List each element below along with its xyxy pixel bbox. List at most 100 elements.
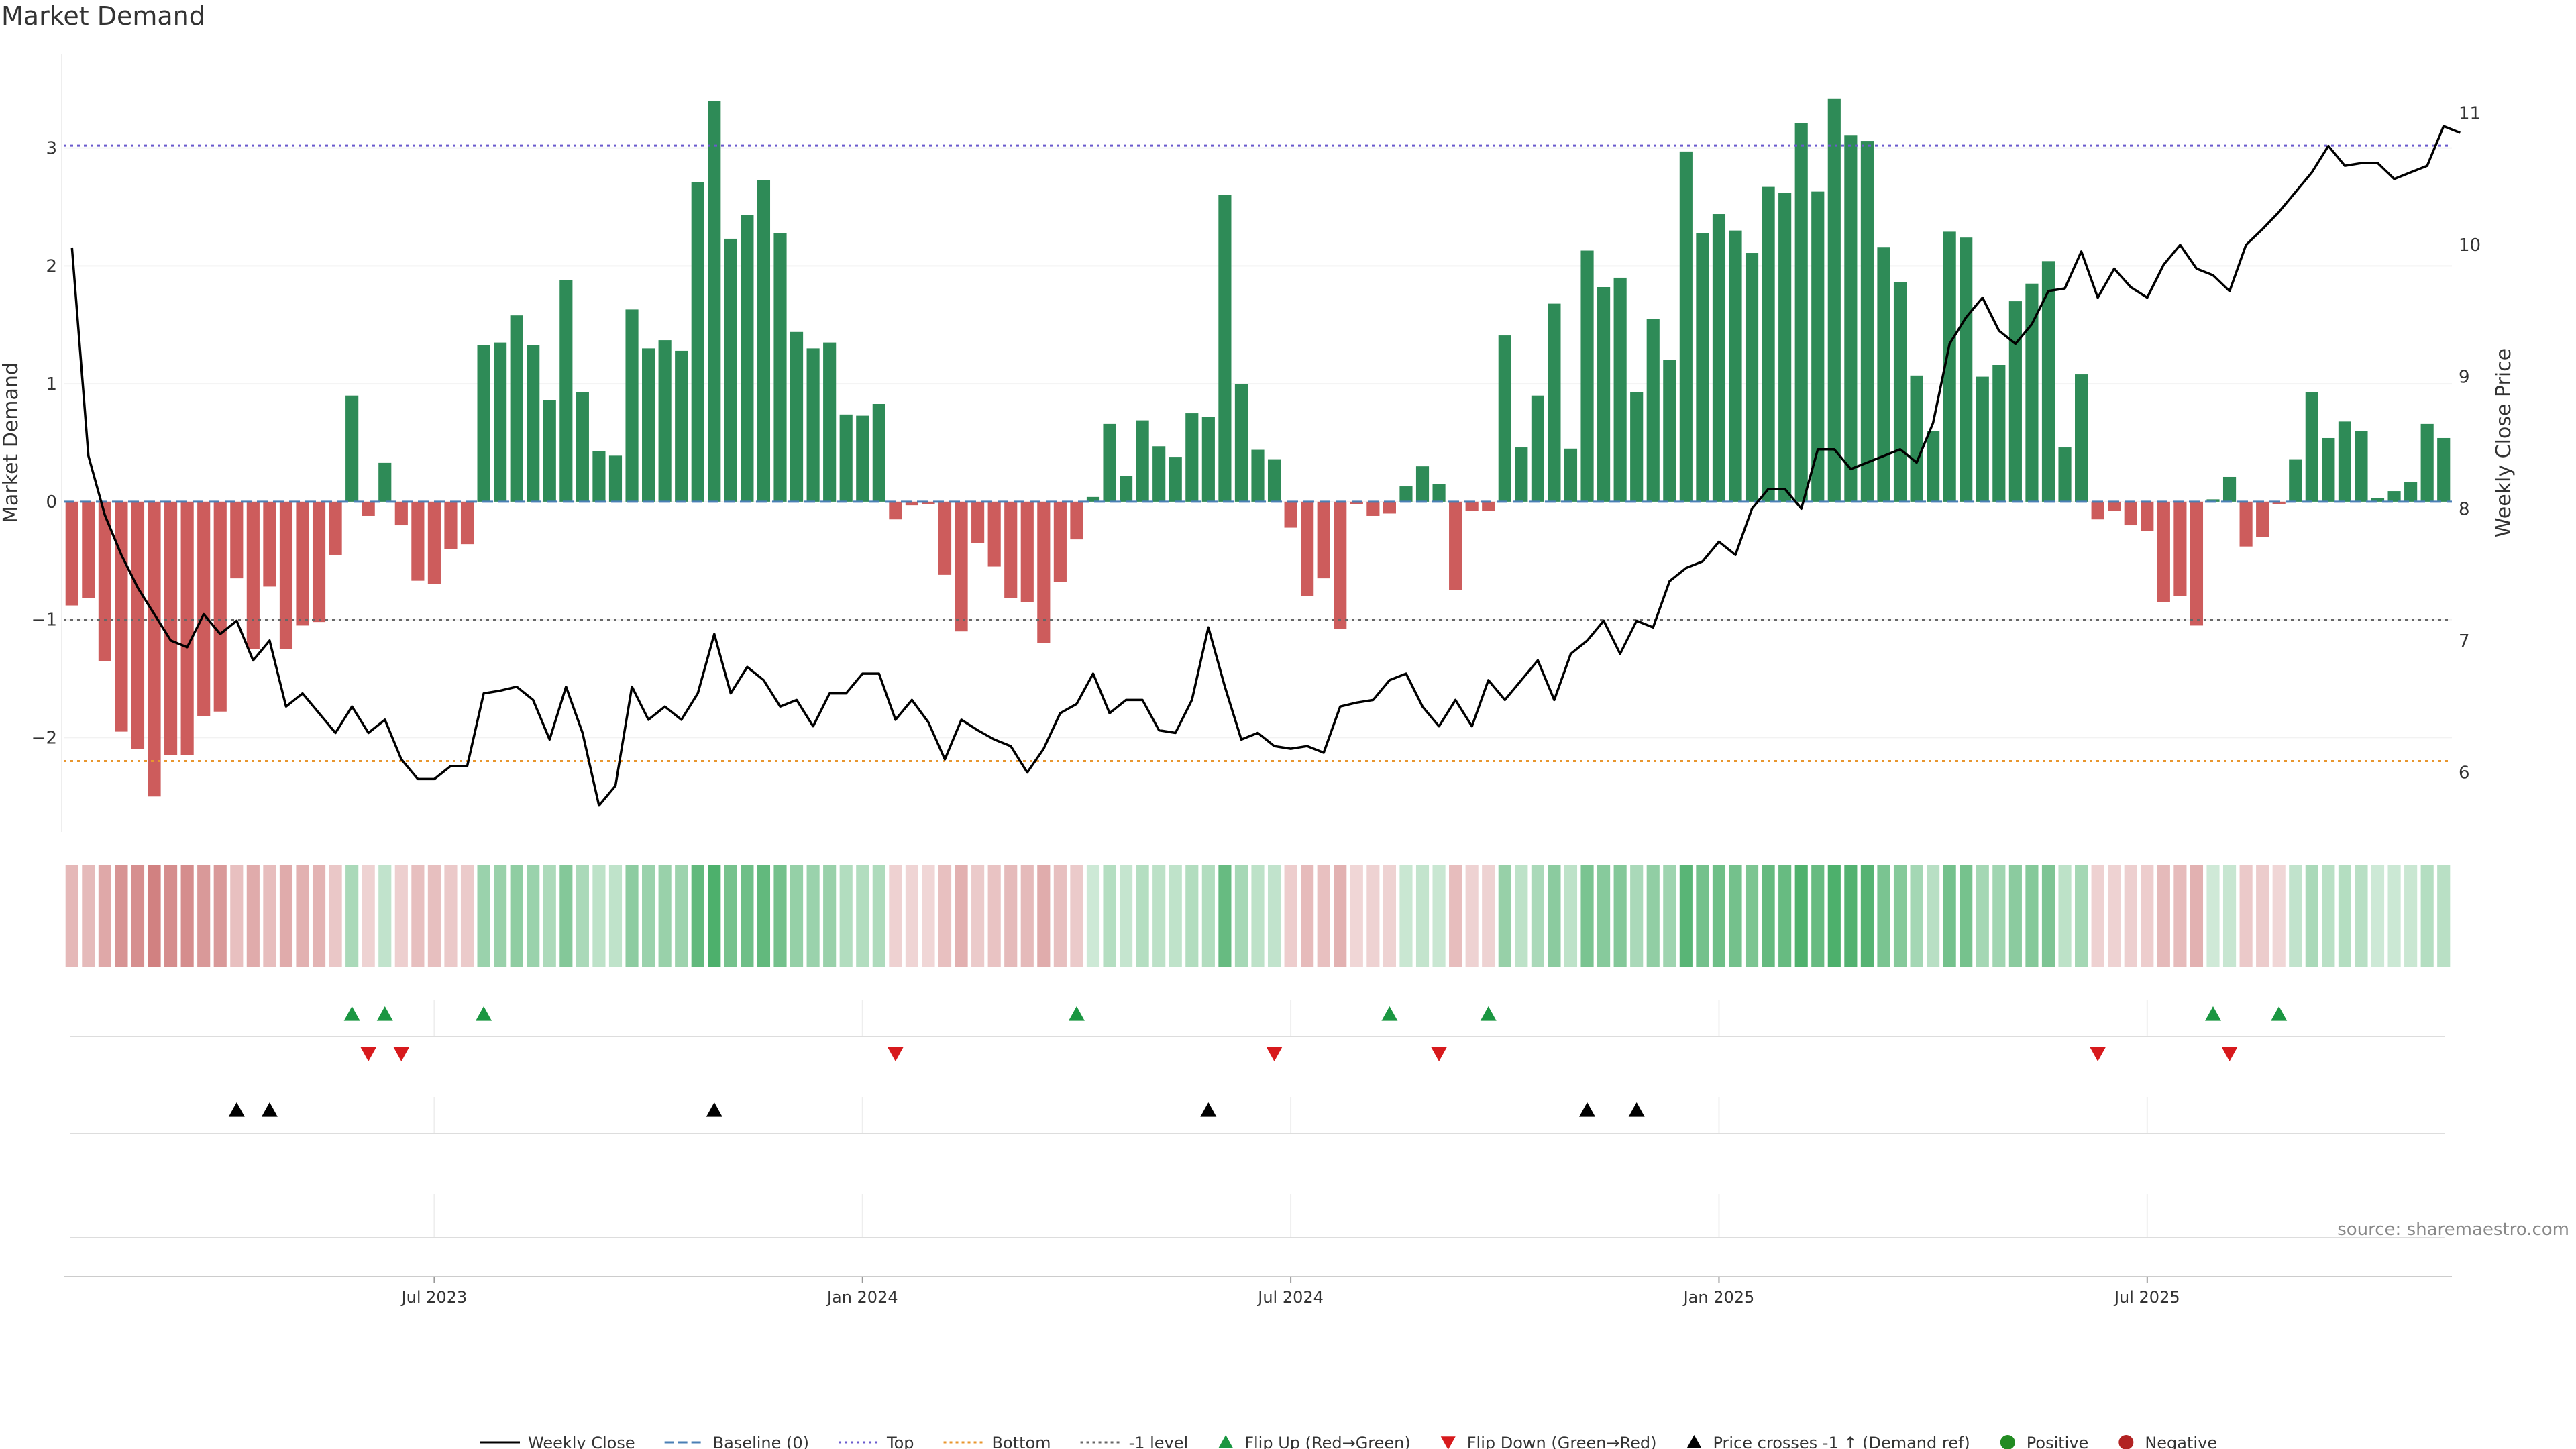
y2-tick-label: 10 xyxy=(2459,235,2481,256)
demand-bar xyxy=(494,342,507,502)
heat-strip-cell xyxy=(1366,865,1380,967)
heat-strip-cell xyxy=(543,865,556,967)
demand-bar xyxy=(1317,501,1330,579)
y-tick-label: 1 xyxy=(46,374,57,394)
heat-strip-cell xyxy=(1646,865,1660,967)
heat-strip-cell xyxy=(65,865,78,967)
flip-up-marker xyxy=(476,1006,492,1021)
heat-strip-cell xyxy=(427,865,441,967)
heat-strip-cell xyxy=(856,865,869,967)
demand-bar xyxy=(1927,431,1940,502)
y-axis-title: Market Demand xyxy=(0,362,23,523)
heat-strip-cell xyxy=(971,865,985,967)
heat-strip-cell xyxy=(1893,865,1907,967)
heat-strip-cell xyxy=(872,865,885,967)
flip-down-marker xyxy=(360,1046,377,1061)
price-cross-marker xyxy=(228,1102,245,1117)
flip-down-marker xyxy=(1266,1046,1283,1061)
demand-bar xyxy=(1580,250,1594,502)
demand-bar xyxy=(2206,499,2220,502)
demand-bar xyxy=(2190,501,2204,626)
legend-label: Baseline (0) xyxy=(713,1434,809,1449)
y2-tick-label: 9 xyxy=(2459,368,2470,388)
legend-label: Flip Up (Red→Green) xyxy=(1244,1434,1411,1449)
heat-strip-cell xyxy=(889,865,902,967)
y2-tick-label: 6 xyxy=(2459,763,2470,784)
heat-strip-cell xyxy=(1399,865,1413,967)
flip-up-marker xyxy=(376,1006,393,1021)
demand-bar xyxy=(1004,501,1018,598)
demand-bar xyxy=(1910,375,1923,502)
heat-strip-cell xyxy=(1679,865,1693,967)
demand-bar xyxy=(1630,392,1644,502)
flip-up-marker xyxy=(2205,1006,2221,1021)
heat-strip-cell xyxy=(460,865,474,967)
legend-label: -1 level xyxy=(1129,1434,1189,1449)
heat-strip-cell xyxy=(625,865,639,967)
demand-bar xyxy=(1548,303,1561,502)
demand-bar xyxy=(1597,287,1611,502)
heat-strip-cell xyxy=(1053,865,1067,967)
heat-strip-cell xyxy=(1729,865,1742,967)
heat-strip-cell xyxy=(444,865,458,967)
demand-bar xyxy=(1613,277,1627,502)
demand-bar xyxy=(1350,501,1363,504)
demand-bar xyxy=(1267,459,1281,502)
demand-bar xyxy=(642,348,655,502)
heat-strip-cell xyxy=(1712,865,1726,967)
heat-strip-cell xyxy=(1169,865,1182,967)
demand-bar xyxy=(411,501,425,581)
demand-bar xyxy=(741,215,754,502)
heat-strip-cell xyxy=(2108,865,2121,967)
price-cross-marker xyxy=(261,1102,278,1117)
heat-strip-cell xyxy=(691,865,704,967)
demand-bar xyxy=(2075,374,2088,502)
demand-bar xyxy=(180,501,194,755)
heat-strip-cell xyxy=(1745,865,1759,967)
heat-strip-cell xyxy=(2091,865,2104,967)
demand-bar xyxy=(1564,448,1578,502)
flip-down-marker xyxy=(887,1046,904,1061)
heat-strip-cell xyxy=(2190,865,2204,967)
demand-bar xyxy=(1679,151,1693,502)
demand-bar xyxy=(1136,420,1149,502)
demand-bar xyxy=(2041,261,2055,502)
y2-axis-title: Weekly Close Price xyxy=(2492,348,2516,537)
heat-strip-cell xyxy=(1482,865,1495,967)
heat-strip-cell xyxy=(2305,865,2318,967)
heat-strip-cell xyxy=(213,865,227,967)
heat-strip-cell xyxy=(527,865,540,967)
heat-strip-cell xyxy=(1762,865,1775,967)
demand-bar xyxy=(757,180,771,502)
heat-strip-cell xyxy=(279,865,293,967)
demand-bar xyxy=(773,233,787,502)
heat-strip-cell xyxy=(1201,865,1215,967)
flip-up-marker xyxy=(1068,1006,1085,1021)
demand-bar xyxy=(115,501,128,732)
heat-strip-cell xyxy=(1992,865,2006,967)
demand-bar xyxy=(362,501,375,516)
heat-strip-cell xyxy=(1564,865,1578,967)
demand-bar xyxy=(2371,498,2385,502)
demand-bar xyxy=(576,392,589,502)
heat-strip-cell xyxy=(362,865,375,967)
heat-strip-cell xyxy=(839,865,853,967)
demand-bar xyxy=(164,501,178,755)
demand-bar xyxy=(2355,431,2368,502)
heat-strip-cell xyxy=(1515,865,1528,967)
heat-strip-cell xyxy=(477,865,490,967)
demand-bar xyxy=(987,501,1001,567)
demand-bar xyxy=(2387,491,2401,502)
heat-strip-cell xyxy=(2371,865,2385,967)
heat-strip-cell xyxy=(2256,865,2269,967)
demand-bar xyxy=(2420,423,2434,502)
heat-strip-cell xyxy=(1811,865,1825,967)
heat-strip-cell xyxy=(790,865,804,967)
heat-strip-cell xyxy=(246,865,260,967)
heat-strip-cell xyxy=(1383,865,1396,967)
demand-bar xyxy=(922,501,935,504)
heat-strip-cell xyxy=(494,865,507,967)
demand-bar xyxy=(82,501,95,598)
legend-label: Price crosses -1 ↑ (Demand ref) xyxy=(1713,1434,1970,1449)
demand-bar xyxy=(510,315,523,502)
